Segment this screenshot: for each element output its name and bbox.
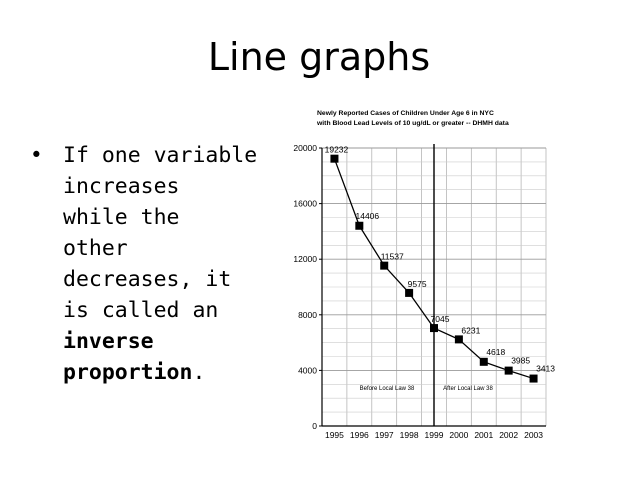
data-label: 3413: [536, 364, 555, 374]
bullet-dot: •: [30, 143, 43, 168]
annotation-before: Before Local Law 38: [360, 386, 415, 392]
bullet-line: is called an: [63, 298, 219, 323]
bullet-period: .: [192, 360, 206, 385]
data-label: 4618: [486, 347, 505, 357]
x-tick-label: 2003: [524, 430, 543, 440]
data-point-marker: [405, 288, 414, 297]
data-point-marker: [330, 154, 339, 163]
x-tick-label: 1998: [400, 430, 419, 440]
bullet-line: while the: [63, 205, 180, 230]
chart-title: Newly Reported Cases of Children Under A…: [317, 109, 617, 129]
data-point-marker: [479, 357, 488, 366]
bullet-bold-term: proportion: [63, 360, 193, 385]
bullet-text: If one variable increases while the othe…: [63, 140, 268, 388]
data-label: 11537: [381, 252, 404, 262]
chart-title-line: Newly Reported Cases of Children Under A…: [317, 110, 494, 117]
x-tick-label: 2002: [499, 430, 518, 440]
x-tick-label: 1999: [425, 430, 444, 440]
bullet-line: decreases, it: [63, 267, 232, 292]
data-point-marker: [529, 374, 538, 383]
x-tick-label: 1996: [350, 430, 369, 440]
bullet-line: If one variable: [63, 143, 258, 168]
data-label: 6231: [461, 325, 480, 335]
bullet-last-line: proportion.: [63, 357, 268, 388]
data-label: 9575: [408, 279, 427, 289]
data-label: 14406: [356, 211, 380, 221]
data-point-marker: [504, 366, 513, 375]
data-point-marker: [454, 335, 463, 344]
data-label: 19232: [325, 145, 349, 155]
bullet-line: other: [63, 236, 128, 261]
y-tick-label: 16000: [293, 199, 317, 209]
data-point-marker: [430, 324, 438, 333]
bullet-line: increases: [63, 174, 180, 199]
y-tick-label: 12000: [293, 254, 317, 264]
y-tick-label: 4000: [298, 365, 317, 375]
x-tick-label: 2000: [449, 430, 468, 440]
y-tick-label: 20000: [293, 143, 317, 153]
data-label: 7045: [431, 314, 450, 324]
annotation-after: After Local Law 38: [443, 386, 493, 392]
y-tick-label: 0: [312, 421, 317, 431]
data-point-marker: [380, 261, 389, 270]
chart-title-line: with Blood Lead Levels of 10 ug/dL or gr…: [317, 120, 509, 127]
slide-title: Line graphs: [207, 35, 431, 79]
data-point-marker: [355, 221, 364, 230]
x-tick-label: 1995: [325, 430, 344, 440]
x-tick-label: 1997: [375, 430, 394, 440]
x-tick-label: 2001: [474, 430, 493, 440]
bullet-bold-line: inverse: [63, 329, 154, 354]
y-tick-label: 8000: [298, 310, 317, 320]
data-label: 3985: [511, 356, 530, 366]
